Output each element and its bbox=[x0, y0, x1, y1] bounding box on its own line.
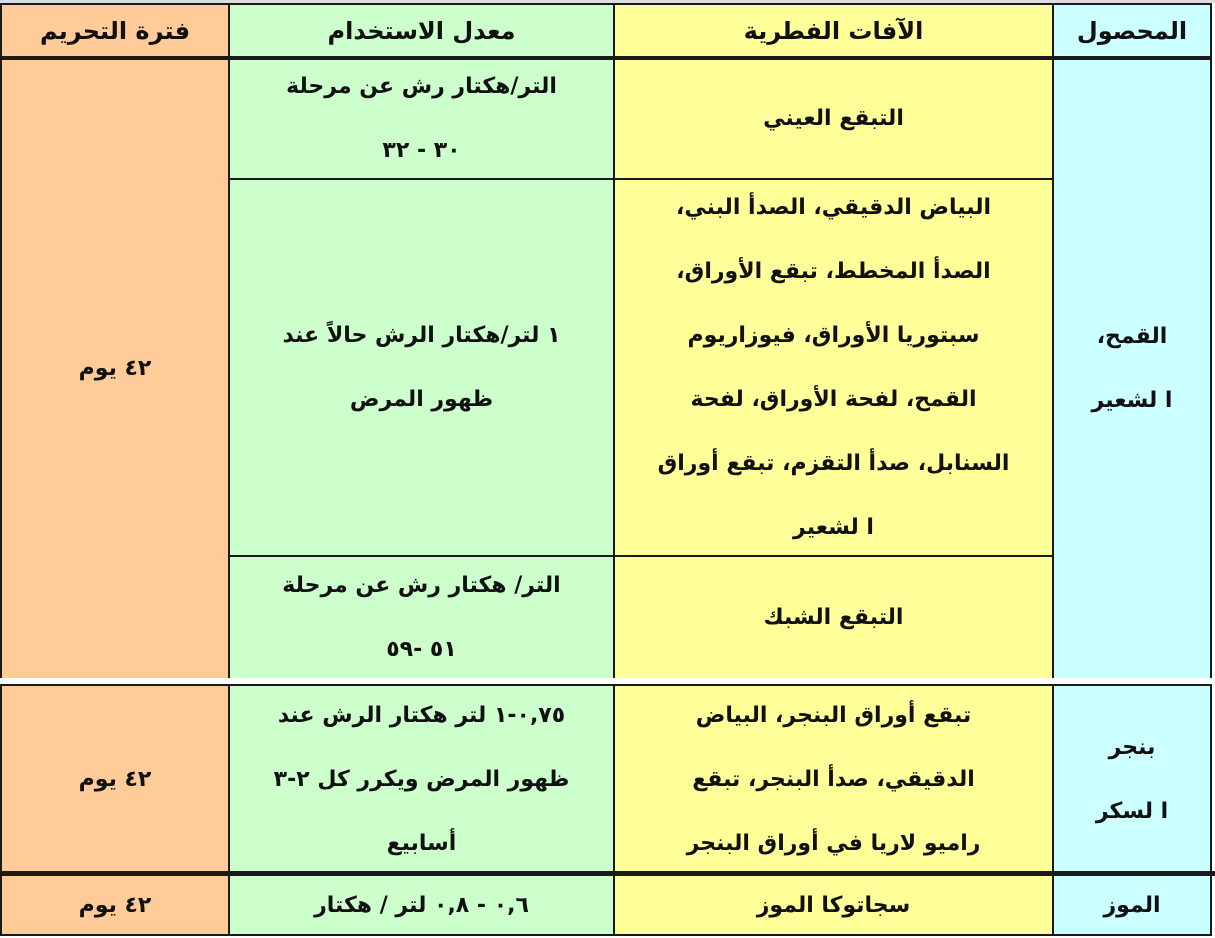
header-diseases-label: الآفات الفطرية bbox=[743, 16, 924, 45]
disease-line: القمح، لفحة الأوراق، لفحة bbox=[690, 386, 977, 412]
header-crop-label: المحصول bbox=[1076, 16, 1188, 45]
header-diseases: الآفات الفطرية bbox=[613, 3, 1054, 61]
rate-cell: ١ لتر/هكتار الرش حالاً عند ظهور المرض bbox=[228, 178, 615, 557]
period-text: ٤٢ يوم bbox=[78, 892, 152, 918]
disease-cell: سجاتوكا الموز bbox=[613, 874, 1054, 936]
rate-line: أسابيع bbox=[386, 830, 457, 856]
disease-line: الصدأ المخطط، تبقع الأوراق، bbox=[676, 258, 991, 284]
rate-line: التر/هكتار رش عن مرحلة bbox=[286, 74, 557, 99]
period-text: ٤٢ يوم bbox=[78, 356, 152, 381]
disease-line: سبتوريا الأوراق، فيوزاريوم bbox=[687, 322, 980, 348]
rate-line: التر/ هكتار رش عن مرحلة bbox=[282, 572, 561, 598]
disease-line: الدقيقي، صدأ البنجر، تبقع bbox=[692, 766, 975, 792]
rate-line: ظهور المرض ويكرر كل ٢-٣ bbox=[273, 766, 570, 792]
crop-line: الموز bbox=[1103, 892, 1161, 918]
rate-line: ظهور المرض bbox=[349, 386, 494, 412]
disease-line: سجاتوكا الموز bbox=[756, 892, 911, 918]
disease-cell: التبقع العيني bbox=[613, 58, 1054, 180]
disease-line: السنابل، صدأ التقزم، تبقع أوراق bbox=[657, 450, 1010, 476]
header-rate-label: معدل الاستخدام bbox=[327, 16, 516, 45]
crop-cell: بنجر ا لسكر bbox=[1052, 684, 1212, 875]
row-divider bbox=[0, 871, 1215, 876]
crop-line: ا لسكر bbox=[1095, 798, 1169, 824]
rate-cell: ٠,٦ - ٠,٨ لتر / هكتار bbox=[228, 874, 615, 936]
row-gap bbox=[0, 678, 1215, 684]
rate-line: ٣٠ - ٣٢ bbox=[382, 138, 461, 163]
period-cell: ٤٢ يوم bbox=[0, 874, 230, 936]
period-cell: ٤٢ يوم bbox=[0, 58, 230, 680]
crop-cell: الموز bbox=[1052, 874, 1212, 936]
rate-line: ٠,٧٥-١ لتر هكتار الرش عند bbox=[277, 702, 566, 728]
crop-line: بنجر bbox=[1108, 734, 1156, 760]
header-period-label: فترة التحريم bbox=[39, 16, 191, 45]
disease-cell: تبقع أوراق البنجر، البياض الدقيقي، صدأ ا… bbox=[613, 684, 1054, 875]
disease-line: راميو لاريا في أوراق البنجر bbox=[686, 830, 981, 856]
sheet-ruler bbox=[0, 0, 1215, 3]
disease-cell: البياض الدقيقي، الصدأ البني، الصدأ المخط… bbox=[613, 178, 1054, 557]
disease-line: التبقع العيني bbox=[763, 106, 904, 131]
header-period: فترة التحريم bbox=[0, 3, 230, 61]
disease-line: التبقع الشبك bbox=[763, 604, 904, 630]
rate-cell: التر/هكتار رش عن مرحلة ٣٠ - ٣٢ bbox=[228, 58, 615, 180]
disease-cell: التبقع الشبك bbox=[613, 555, 1054, 680]
crop-line: ا لشعير bbox=[1091, 388, 1173, 413]
rate-line: ٥١ -٥٩ bbox=[386, 636, 457, 662]
disease-line: ا لشعير bbox=[793, 514, 874, 540]
disease-line: البياض الدقيقي، الصدأ البني، bbox=[675, 194, 992, 220]
period-cell: ٤٢ يوم bbox=[0, 684, 230, 875]
disease-line: تبقع أوراق البنجر، البياض bbox=[695, 702, 972, 728]
crop-line: القمح، bbox=[1096, 324, 1168, 349]
rate-cell: ٠,٧٥-١ لتر هكتار الرش عند ظهور المرض ويك… bbox=[228, 684, 615, 875]
header-rate: معدل الاستخدام bbox=[228, 3, 615, 61]
rate-cell: التر/ هكتار رش عن مرحلة ٥١ -٥٩ bbox=[228, 555, 615, 680]
rate-line: ٠,٦ - ٠,٨ لتر / هكتار bbox=[314, 892, 529, 918]
rate-line: ١ لتر/هكتار الرش حالاً عند bbox=[282, 322, 561, 348]
period-text: ٤٢ يوم bbox=[78, 766, 152, 792]
header-crop: المحصول bbox=[1052, 3, 1212, 61]
crop-cell: القمح، ا لشعير bbox=[1052, 58, 1212, 680]
